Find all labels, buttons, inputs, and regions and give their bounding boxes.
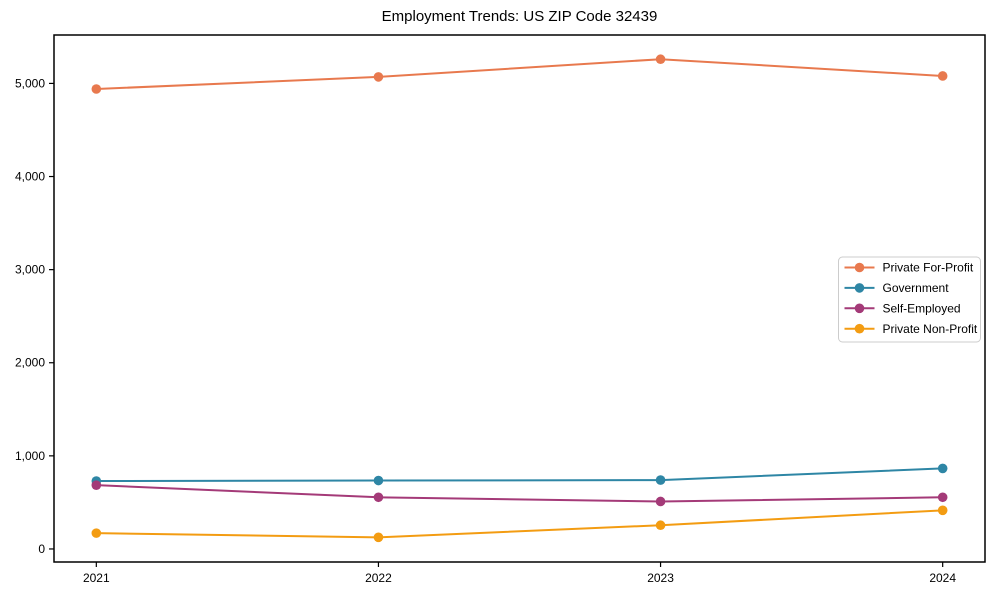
data-point-government: [373, 475, 384, 486]
legend-marker-icon: [854, 303, 865, 314]
legend-marker-icon: [854, 262, 865, 273]
legend-marker-icon: [854, 323, 865, 334]
plot-area-border: [53, 34, 986, 563]
data-point-private-for-profit: [373, 72, 384, 82]
y-axis-tick-label: 5,000: [15, 76, 45, 90]
x-axis-tick-label: 2021: [83, 571, 110, 585]
y-axis-tick-label: 4,000: [15, 170, 45, 184]
data-point-self-employed: [937, 492, 948, 503]
data-point-private-for-profit: [655, 54, 666, 65]
data-point-self-employed: [91, 480, 102, 490]
y-axis-tick-label: 2,000: [15, 356, 45, 370]
data-point-private-for-profit: [937, 71, 948, 81]
y-axis-tick-label: 3,000: [15, 263, 45, 277]
x-axis-tick-label: 2023: [647, 571, 674, 585]
legend-item-self-employed: Self-Employed: [844, 302, 961, 316]
y-axis-tick-label: 1,000: [15, 449, 45, 463]
legend-label: Private For-Profit: [883, 261, 974, 275]
legend-item-private-non-profit: Private Non-Profit: [844, 322, 978, 336]
legend-label: Government: [883, 281, 950, 295]
x-axis-tick-label: 2022: [365, 571, 392, 585]
data-point-government: [655, 475, 666, 485]
chart-title: Employment Trends: US ZIP Code 32439: [381, 8, 658, 25]
series-line-private-for-profit: [96, 58, 943, 91]
series-line-private-non-profit: [96, 509, 943, 539]
series-line-government: [96, 467, 943, 482]
legend: Private For-Profit Government Self-Employe…: [838, 256, 981, 343]
legend-item-government: Government: [844, 281, 950, 295]
data-point-self-employed: [655, 496, 666, 507]
data-point-private-for-profit: [91, 84, 102, 94]
data-point-private-non-profit: [373, 532, 384, 543]
data-point-private-non-profit: [655, 520, 666, 531]
data-point-government: [937, 463, 948, 474]
legend-label: Private Non-Profit: [883, 322, 978, 336]
data-point-private-non-profit: [91, 528, 102, 538]
legend-box: [838, 256, 981, 343]
y-axis-tick-label: 0: [38, 542, 45, 556]
x-axis-tick-label: 2024: [929, 571, 956, 585]
legend-item-private-for-profit: Private For-Profit: [844, 261, 974, 275]
series-line-self-employed: [96, 484, 943, 503]
data-point-self-employed: [373, 492, 384, 503]
legend-marker-icon: [854, 283, 865, 293]
data-point-private-non-profit: [937, 505, 948, 516]
legend-label: Self-Employed: [883, 302, 961, 316]
